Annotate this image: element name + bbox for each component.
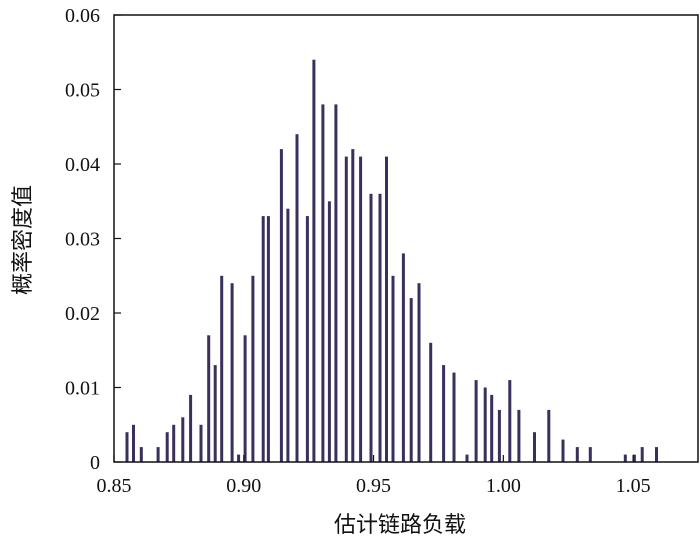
histogram-bar [655, 447, 658, 462]
histogram-bar [632, 454, 636, 462]
x-axis: 0.85 0.90 0.95 1.00 1.05 [97, 455, 651, 497]
histogram-bar [351, 149, 355, 462]
histogram-bar [266, 216, 270, 462]
histogram-bar [429, 342, 433, 462]
histogram-bar [279, 149, 283, 462]
histogram-bar [251, 275, 255, 463]
y-tick-label: 0.01 [65, 378, 100, 400]
histogram-bar [533, 432, 536, 462]
histogram-bar [344, 156, 348, 462]
x-tick-label: 1.05 [616, 475, 651, 497]
histogram-bar [442, 365, 446, 462]
histogram-bar [230, 283, 234, 462]
histogram-bar [305, 216, 309, 462]
histogram-bar [213, 365, 217, 462]
histogram-bar [401, 253, 405, 462]
histogram-bar [237, 454, 241, 462]
histogram-bar [588, 447, 592, 462]
histogram-bar [199, 424, 203, 463]
y-axis: 0 0.01 0.02 0.03 0.04 0.05 0.06 [65, 5, 121, 474]
histogram-bar [327, 201, 331, 463]
x-tick-label: 1.00 [486, 475, 521, 497]
histogram-bar [220, 275, 224, 463]
bars-group [125, 59, 658, 463]
histogram-bar [139, 447, 143, 462]
histogram-bar [181, 417, 185, 462]
histogram-bar [334, 104, 338, 463]
x-tick-label: 0.85 [97, 475, 132, 497]
histogram-bar [474, 380, 478, 462]
plot-frame [113, 14, 699, 463]
y-tick-label: 0.03 [65, 229, 100, 251]
histogram-bar [391, 275, 395, 463]
y-tick-label: 0 [90, 452, 100, 474]
histogram-bar [490, 394, 494, 462]
histogram-bar [207, 335, 211, 462]
histogram-bar [640, 447, 644, 462]
histogram-bar [189, 394, 193, 462]
histogram-bar [483, 387, 487, 462]
histogram-bar [547, 409, 551, 462]
histogram-bar [359, 156, 363, 462]
histogram-bar [156, 447, 160, 462]
histogram-bar [517, 409, 521, 462]
y-axis-label: 概率密度值 [11, 185, 36, 295]
y-tick-label: 0.06 [65, 5, 100, 27]
histogram-bar [378, 193, 382, 463]
y-tick-label: 0.05 [65, 80, 100, 102]
histogram-bar [385, 156, 388, 462]
histogram-bar [261, 216, 265, 462]
histogram-bar [165, 432, 169, 462]
histogram-bar [452, 372, 456, 462]
histogram-bar [286, 208, 290, 462]
histogram-bar [295, 134, 299, 462]
histogram-bar [132, 424, 135, 463]
histogram-bar [465, 454, 469, 462]
histogram-bar [243, 335, 247, 462]
y-tick-label: 0.04 [65, 154, 100, 176]
histogram-bar [575, 447, 579, 462]
histogram-bar [312, 59, 316, 462]
histogram-bar [497, 409, 501, 462]
y-tick-label: 0.02 [65, 303, 100, 325]
histogram-bar [561, 439, 565, 462]
histogram-bar [125, 432, 129, 462]
x-axis-label: 估计链路负载 [334, 513, 466, 538]
histogram-bar [409, 298, 413, 462]
histogram-bar [508, 380, 512, 462]
histogram-bar [172, 424, 176, 463]
x-tick-label: 0.95 [356, 475, 391, 497]
x-tick-label: 0.90 [226, 475, 261, 497]
histogram-bar [417, 283, 421, 462]
histogram-bar [369, 193, 373, 463]
histogram-bar [623, 454, 627, 462]
histogram-bar [321, 104, 325, 463]
